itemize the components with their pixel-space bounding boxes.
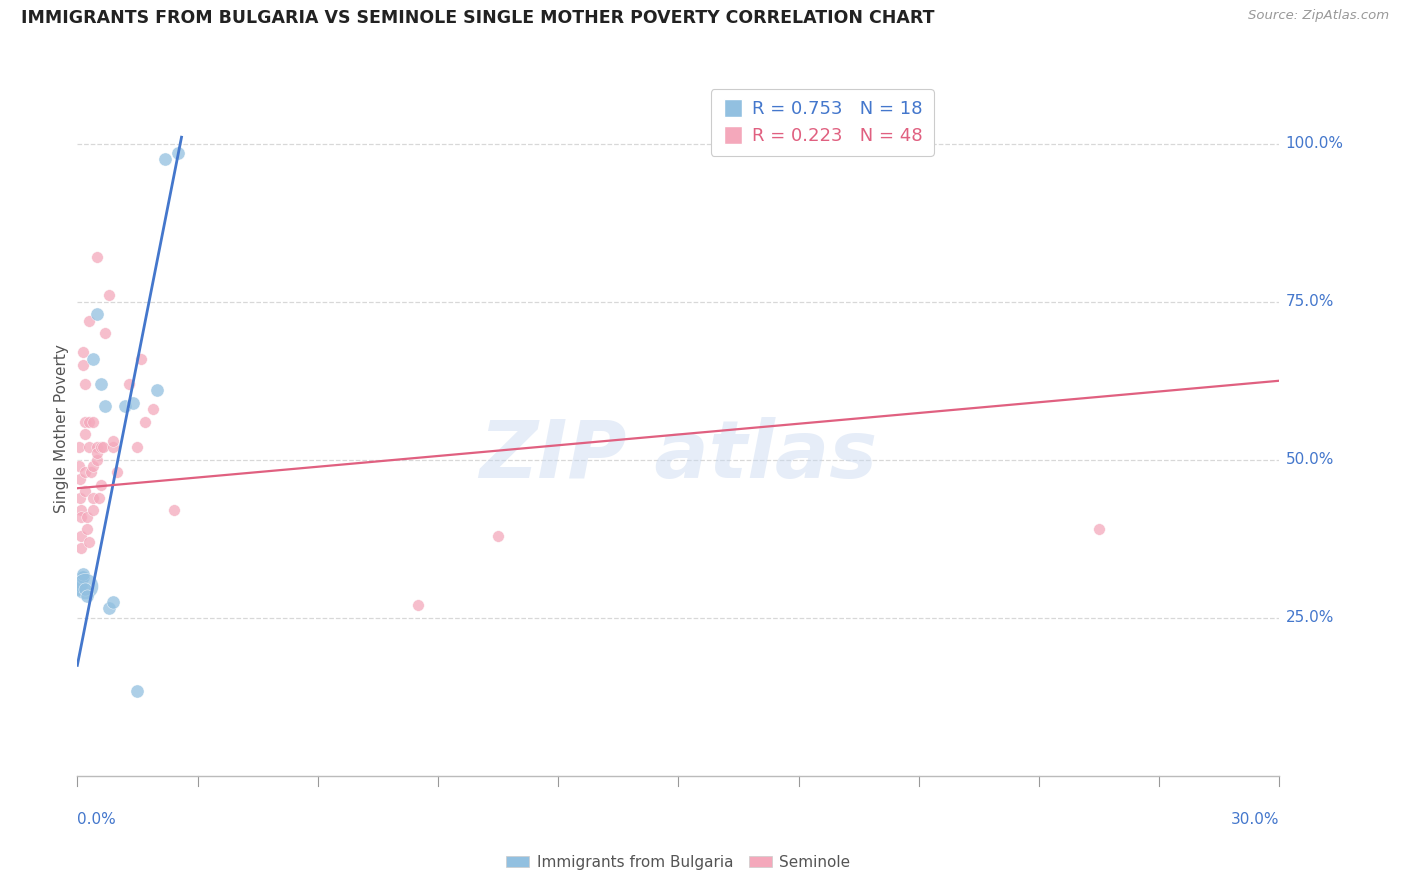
Text: Source: ZipAtlas.com: Source: ZipAtlas.com — [1249, 9, 1389, 22]
Point — [86, 440, 108, 454]
Point — [86, 446, 108, 460]
Point — [72, 570, 94, 584]
Point — [90, 376, 112, 391]
Point — [70, 579, 93, 593]
Point — [93, 440, 115, 454]
Point — [86, 307, 108, 321]
Point — [79, 535, 101, 549]
Point — [82, 459, 104, 474]
Point — [70, 570, 93, 584]
Point — [162, 503, 184, 517]
Point — [90, 478, 112, 492]
Point — [486, 529, 509, 543]
Point — [67, 459, 90, 474]
Point — [70, 503, 93, 517]
Text: IMMIGRANTS FROM BULGARIA VS SEMINOLE SINGLE MOTHER POVERTY CORRELATION CHART: IMMIGRANTS FROM BULGARIA VS SEMINOLE SIN… — [21, 9, 935, 27]
Point — [75, 582, 97, 597]
Text: 100.0%: 100.0% — [1285, 136, 1344, 151]
Point — [86, 452, 108, 467]
Legend: Immigrants from Bulgaria, Seminole: Immigrants from Bulgaria, Seminole — [501, 849, 856, 876]
Point — [72, 358, 94, 372]
Point — [79, 415, 101, 429]
Point — [82, 415, 104, 429]
Point — [82, 491, 104, 505]
Point — [98, 601, 121, 615]
Point — [75, 376, 97, 391]
Point — [75, 415, 97, 429]
Point — [134, 415, 156, 429]
Point — [69, 491, 91, 505]
Point — [72, 345, 94, 359]
Point — [103, 595, 125, 609]
Point — [131, 351, 153, 366]
Point — [70, 541, 93, 556]
Point — [82, 351, 104, 366]
Point — [70, 573, 93, 587]
Point — [89, 491, 111, 505]
Point — [76, 589, 98, 603]
Text: 30.0%: 30.0% — [1232, 812, 1279, 827]
Text: 50.0%: 50.0% — [1285, 452, 1334, 467]
Point — [76, 522, 98, 536]
Point — [75, 427, 97, 442]
Point — [103, 434, 125, 448]
Point — [67, 582, 90, 597]
Point — [75, 579, 97, 593]
Point — [94, 399, 117, 413]
Point — [1088, 522, 1111, 536]
Point — [94, 326, 117, 341]
Point — [142, 402, 165, 417]
Point — [406, 599, 429, 613]
Y-axis label: Single Mother Poverty: Single Mother Poverty — [53, 343, 69, 513]
Point — [69, 576, 91, 591]
Point — [103, 440, 125, 454]
Text: 25.0%: 25.0% — [1285, 610, 1334, 625]
Text: 0.0%: 0.0% — [77, 812, 117, 827]
Point — [70, 529, 93, 543]
Point — [79, 440, 101, 454]
Point — [107, 466, 129, 480]
Point — [127, 440, 149, 454]
Point — [72, 566, 94, 581]
Point — [127, 683, 149, 698]
Point — [76, 509, 98, 524]
Point — [70, 509, 93, 524]
Point — [69, 472, 91, 486]
Point — [166, 146, 188, 161]
Text: 75.0%: 75.0% — [1285, 294, 1334, 310]
Point — [155, 153, 177, 167]
Point — [146, 383, 169, 397]
Point — [80, 466, 103, 480]
Point — [79, 313, 101, 327]
Point — [114, 399, 136, 413]
Point — [75, 484, 97, 499]
Point — [86, 251, 108, 265]
Text: ZIP atlas: ZIP atlas — [479, 417, 877, 495]
Point — [122, 396, 145, 410]
Point — [75, 466, 97, 480]
Point — [67, 440, 90, 454]
Point — [118, 376, 141, 391]
Point — [90, 440, 112, 454]
Point — [82, 503, 104, 517]
Point — [98, 288, 121, 302]
